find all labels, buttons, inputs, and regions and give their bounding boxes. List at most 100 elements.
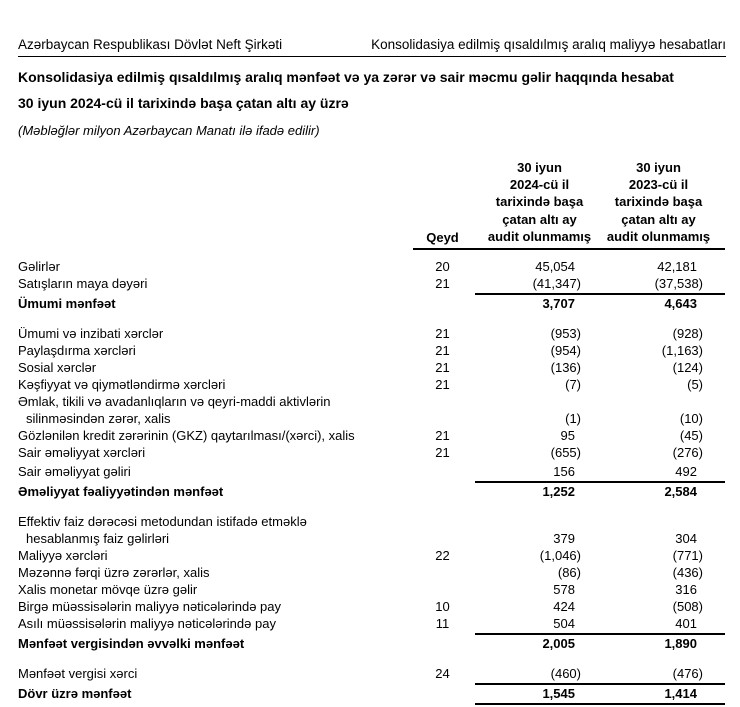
company-name: Azərbaycan Respublikası Dövlət Neft Şirk…: [18, 37, 283, 52]
value-2023-cell: (5): [687, 377, 703, 392]
value-2023-cell: (771): [672, 548, 703, 563]
row-label: Kəşfiyyat və qiymətləndirmə xərcləri: [18, 377, 226, 392]
note-ref-cell: 21: [435, 377, 450, 392]
value-2023-cell: 4,643: [664, 296, 697, 311]
column-header-line: tarixində başa: [614, 194, 703, 210]
column-header-line: audit olunmamış: [487, 228, 592, 244]
currency-note: (Məbləğlər milyon Azərbaycan Manatı ilə …: [18, 123, 320, 138]
value-2023-cell: (508): [672, 599, 703, 614]
note-ref-cell: 21: [435, 428, 450, 443]
row-label: Asılı müəssisələrin maliyyə nəticələrind…: [18, 616, 276, 631]
value-2024-cell: 156: [553, 464, 575, 479]
row-label-line: silinməsindən zərər, xalis: [26, 411, 171, 426]
value-2023-cell: (45): [679, 428, 703, 443]
subtotal-rule: [475, 682, 725, 685]
note-ref-cell: 11: [435, 616, 450, 631]
value-2024-cell: 578: [553, 582, 575, 597]
column-header-line: 30 iyun: [636, 160, 681, 175]
statement-row: Birgə müəssisələrin maliyyə nəticələrind…: [0, 598, 740, 615]
section-spacer: [0, 652, 740, 665]
value-2023-cell: 492: [675, 464, 697, 479]
statement-row: Ümumi və inzibati xərclər 21 (953) (928): [0, 325, 740, 342]
statement-row: Mənfəət vergisi xərci 24 (460) (476): [0, 665, 740, 682]
statement-row: Dövr üzrə mənfəət 1,545 1,414: [0, 685, 740, 702]
value-2024-cell: 504: [553, 616, 575, 631]
value-2024-cell: 424: [553, 599, 575, 614]
statement-row: Gözlənilən kredit zərərinin (GKZ) qaytar…: [0, 427, 740, 444]
row-label: Dövr üzrə mənfəət: [18, 686, 132, 701]
row-label-line: Əmlak, tikili və avadanlıqların və qeyri…: [18, 394, 331, 409]
value-2024-cell: 3,707: [542, 296, 575, 311]
value-2024-cell: (41,347): [532, 276, 581, 291]
value-2023-cell: (928): [672, 326, 703, 341]
column-header-2023: 30 iyun 2023-cü il tarixində başa çatan alt…: [596, 159, 721, 245]
value-2023-cell: (276): [672, 445, 703, 460]
statement-row: Əməliyyat fəaliyyətindən mənfəət 1,252 2,5…: [0, 483, 740, 500]
value-2024-cell: 1,252: [542, 484, 575, 499]
row-label: Mənfəət vergisi xərci: [18, 666, 138, 681]
row-label: Birgə müəssisələrin maliyyə nəticələrind…: [18, 599, 282, 614]
value-2024-cell: (86): [557, 565, 581, 580]
value-2024-cell: 2,005: [542, 636, 575, 651]
row-label: Ümumi və inzibati xərclər: [18, 326, 164, 341]
statement-row: Asılı müəssisələrin maliyyə nəticələrind…: [0, 615, 740, 632]
value-2024-cell: (954): [550, 343, 581, 358]
value-2024-cell: (1): [565, 411, 581, 426]
column-header-line: 2024-cü il: [509, 177, 570, 193]
column-header-line: 2023-cü il: [628, 177, 689, 193]
value-2024-cell: (460): [550, 666, 581, 681]
column-header-line: tarixində başa: [495, 194, 584, 210]
value-2023-cell: 1,414: [664, 686, 697, 701]
statement-row: Gəlirlər 20 45,054 42,181: [0, 258, 740, 275]
row-label: Maliyyə xərcləri: [18, 548, 108, 563]
statement-row: Ümumi mənfəət 3,707 4,643: [0, 295, 740, 312]
row-label-line: Effektiv faiz dərəcəsi metodundan istifa…: [18, 514, 307, 529]
row-label-line: hesablanmış faiz gəlirləri: [26, 531, 170, 546]
row-label: Məzənnə fərqi üzrə zərərlər, xalis: [18, 565, 210, 580]
row-label: Əməliyyat fəaliyyətindən mənfəət: [18, 484, 224, 499]
section-spacer: [0, 312, 740, 325]
statement-title: Konsolidasiya edilmiş qısaldılmış aralıq…: [18, 69, 674, 85]
document-running-header: Azərbaycan Respublikası Dövlət Neft Şirk…: [0, 0, 740, 53]
statement-row: Sair əməliyyat xərcləri 21 (655) (276): [0, 444, 740, 461]
statement-row: Sosial xərclər 21 (136) (124): [0, 359, 740, 376]
row-label: Ümumi mənfəət: [18, 296, 116, 311]
value-2023-cell: 42,181: [657, 259, 697, 274]
value-2024-cell: 379: [553, 531, 575, 546]
column-header-2024: 30 iyun 2024-cü il tarixində başa çatan alt…: [477, 159, 602, 245]
value-2023-cell: (436): [672, 565, 703, 580]
subtotal-rule: [475, 632, 725, 635]
statement-row: Maliyyə xərcləri 22 (1,046) (771): [0, 547, 740, 564]
value-2024-cell: (953): [550, 326, 581, 341]
value-2024-cell: 1,545: [542, 686, 575, 701]
statement-row: Effektiv faiz dərəcəsi metodundan istifa…: [0, 513, 740, 547]
subtotal-rule: [475, 480, 725, 483]
note-ref-cell: 22: [435, 548, 450, 563]
report-type-label: Konsolidasiya edilmiş qısaldılmış aralıq…: [371, 37, 726, 52]
value-2024-cell: 45,054: [535, 259, 575, 274]
row-label: Gözlənilən kredit zərərinin (GKZ) qaytar…: [18, 428, 355, 443]
row-label: Sair əməliyyat gəliri: [18, 464, 131, 479]
row-label: Paylaşdırma xərcləri: [18, 343, 136, 358]
row-label: Xalis monetar mövqe üzrə gəlir: [18, 582, 198, 597]
statement-row: Əmlak, tikili və avadanlıqların və qeyri…: [0, 393, 740, 427]
subtotal-rule: [475, 702, 725, 705]
value-2023-cell: (1,163): [661, 343, 703, 358]
statement-row: Paylaşdırma xərcləri 21 (954) (1,163): [0, 342, 740, 359]
value-2024-cell: (1,046): [539, 548, 581, 563]
column-header-line: çatan altı ay: [502, 211, 577, 227]
value-2024-cell: (136): [550, 360, 581, 375]
statement-row: Satışların maya dəyəri 21 (41,347) (37,538): [0, 275, 740, 292]
section-spacer: [0, 500, 740, 513]
column-header-line: audit olunmamış: [606, 228, 711, 244]
note-ref-cell: 20: [435, 259, 450, 274]
note-ref-cell: 21: [435, 343, 450, 358]
row-label: Sair əməliyyat xərcləri: [18, 445, 146, 460]
value-2023-cell: 1,890: [664, 636, 697, 651]
column-header-rule: [413, 248, 725, 250]
value-2023-cell: (476): [672, 666, 703, 681]
row-label: Gəlirlər: [18, 259, 60, 274]
statement-table-body: Gəlirlər 20 45,054 42,181 Satışların maya də…: [0, 258, 740, 705]
value-2023-cell: 316: [675, 582, 697, 597]
